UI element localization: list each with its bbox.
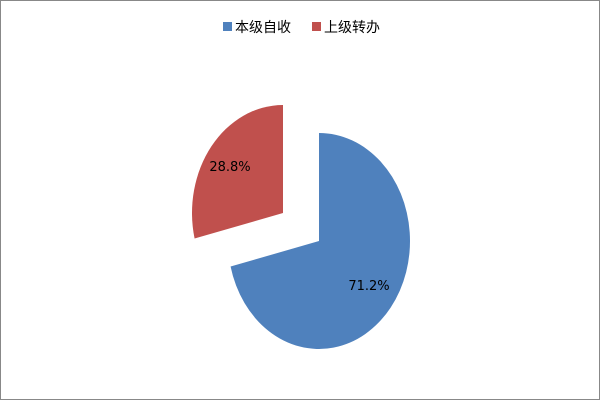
data-label-0: 71.2% <box>348 279 389 294</box>
legend-swatch-0 <box>223 22 232 31</box>
legend-label-0: 本级自收 <box>235 20 291 36</box>
data-label-1: 28.8% <box>209 160 250 175</box>
legend-swatch-1 <box>312 22 321 31</box>
pie-slice-1 <box>192 105 283 239</box>
legend-label-1: 上级转办 <box>324 20 380 36</box>
pie-slice-0 <box>230 133 410 349</box>
legend: 本级自收 上级转办 <box>223 20 380 36</box>
